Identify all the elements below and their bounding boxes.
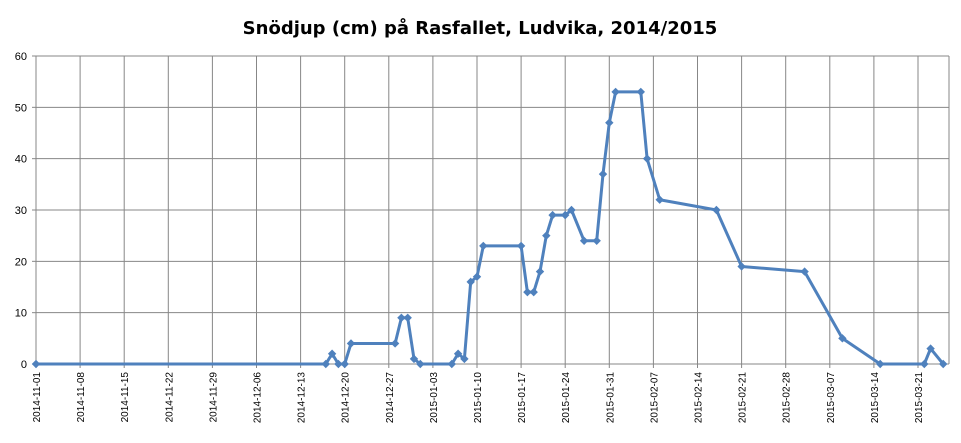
x-tick-label: 2014-12-20 xyxy=(341,372,352,424)
x-tick-label: 2015-03-14 xyxy=(870,372,881,424)
x-tick-label: 2015-01-10 xyxy=(473,372,484,424)
data-point-marker xyxy=(321,359,330,369)
y-tick-label: 10 xyxy=(15,308,27,320)
x-tick-label: 2014-12-13 xyxy=(297,372,308,424)
data-point-marker xyxy=(479,241,488,251)
data-point-marker xyxy=(529,287,538,297)
x-tick-label: 2014-11-01 xyxy=(32,372,43,423)
x-tick-label: 2014-12-06 xyxy=(253,372,264,424)
x-tick-label: 2015-02-14 xyxy=(694,372,705,424)
data-point-marker xyxy=(561,210,570,220)
data-point-marker xyxy=(876,359,885,369)
data-point-marker xyxy=(605,118,614,127)
y-tick-label: 30 xyxy=(15,205,27,217)
data-point-marker xyxy=(838,334,847,343)
data-point-marker xyxy=(453,349,463,358)
data-point-marker xyxy=(642,154,652,163)
data-point-marker xyxy=(737,262,746,271)
data-point-marker xyxy=(466,277,475,287)
x-tick-label: 2015-03-21 xyxy=(914,372,925,424)
data-point-marker xyxy=(403,313,412,322)
data-point-marker xyxy=(920,359,929,369)
data-point-marker xyxy=(460,354,469,364)
y-axis-ticks: 0 10 20 30 40 50 60 xyxy=(15,51,36,371)
x-tick-label: 2014-11-15 xyxy=(120,372,131,423)
data-point-marker xyxy=(939,359,948,369)
data-point-marker xyxy=(523,287,532,297)
data-point-marker xyxy=(579,236,589,245)
data-point-marker xyxy=(397,313,406,322)
x-axis-ticks: 2014-11-01 2014-11-08 2014-11-15 2014-11-22… xyxy=(32,364,925,423)
data-point-marker xyxy=(31,359,41,369)
data-point-marker xyxy=(636,87,645,97)
y-tick-label: 40 xyxy=(15,154,27,166)
data-point-marker xyxy=(416,359,425,369)
data-point-marker xyxy=(409,354,419,364)
x-tick-label: 2015-01-03 xyxy=(429,372,440,424)
data-point-marker xyxy=(542,231,551,240)
data-point-marker xyxy=(800,267,809,276)
x-tick-label: 2014-11-08 xyxy=(76,372,87,423)
data-point-marker xyxy=(611,87,620,97)
gridlines xyxy=(36,55,950,364)
x-tick-label: 2014-11-29 xyxy=(208,372,219,423)
series-layer xyxy=(31,87,948,369)
x-tick-label: 2015-01-17 xyxy=(517,372,528,424)
y-tick-label: 50 xyxy=(15,102,27,114)
y-tick-label: 20 xyxy=(15,256,27,268)
data-point-marker xyxy=(535,267,545,276)
data-point-marker xyxy=(334,359,343,369)
data-point-marker xyxy=(390,339,400,348)
data-point-marker xyxy=(346,339,356,348)
data-point-marker xyxy=(655,195,664,204)
data-point-marker xyxy=(712,205,721,215)
data-point-marker xyxy=(548,210,557,220)
data-point-marker xyxy=(926,344,935,353)
data-point-marker xyxy=(472,272,482,281)
y-tick-label: 60 xyxy=(15,51,27,63)
x-tick-label: 2015-02-28 xyxy=(782,372,793,424)
data-point-marker xyxy=(516,241,526,251)
x-tick-label: 2015-02-07 xyxy=(649,372,660,424)
data-point-marker xyxy=(567,205,576,215)
data-point-marker xyxy=(327,349,337,358)
x-tick-label: 2015-01-24 xyxy=(561,372,572,424)
data-point-marker xyxy=(598,169,608,179)
y-tick-label: 0 xyxy=(21,359,27,371)
chart-title: Snödjup (cm) på Rasfallet, Ludvika, 2014… xyxy=(243,17,718,39)
x-tick-label: 2015-03-07 xyxy=(826,372,837,424)
x-tick-label: 2014-12-27 xyxy=(385,372,396,424)
x-tick-label: 2014-11-22 xyxy=(164,372,175,423)
data-point-marker xyxy=(447,359,456,369)
x-tick-label: 2015-02-21 xyxy=(738,372,749,424)
data-point-marker xyxy=(340,359,349,369)
data-point-marker xyxy=(592,236,601,245)
x-tick-label: 2015-01-31 xyxy=(605,372,616,424)
